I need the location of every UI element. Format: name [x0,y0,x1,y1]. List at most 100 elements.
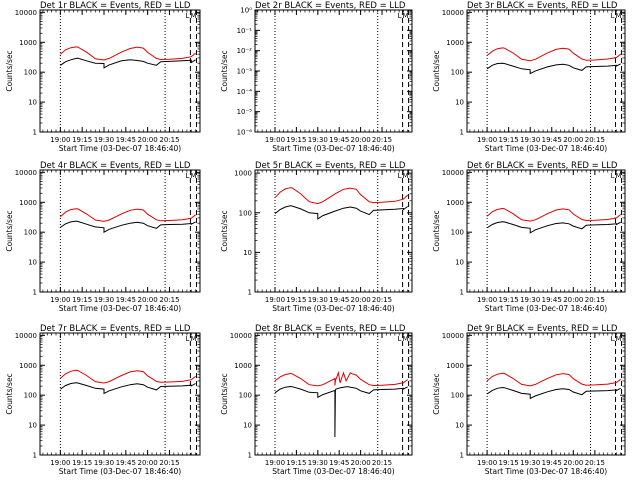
x-tick-label: 20:00 [563,136,583,144]
x-tick-label: 20:00 [351,459,371,467]
y-tick-label: 10⁻⁶ [237,129,253,137]
marker-label: L [185,172,189,180]
y-tick-label: 10⁻⁵ [237,108,253,116]
x-tick-label: 19:45 [329,459,349,467]
y-axis-label: Counts/sec [5,373,14,414]
y-tick-label: 10 [28,259,37,267]
x-tick-label: 19:45 [329,136,349,144]
y-axis-label: Counts/sec [220,210,229,251]
panel-title: Det 8r BLACK = Events, RED = LLD [255,324,406,334]
x-tick-label: 19:00 [50,136,70,144]
plot-frame [254,169,413,293]
y-tick-label: 10⁻¹ [237,27,253,35]
x-tick-label: 19:00 [477,296,497,304]
marker-label: L [611,335,615,343]
panel-title: Det 2r BLACK = Events, RED = LLD [255,1,406,11]
x-tick-label: 19:15 [286,296,306,304]
panel-title: Det 9r BLACK = Events, RED = LLD [467,324,618,334]
y-tick-label: 10 [243,249,252,257]
x-tick-label: 19:30 [520,136,540,144]
x-tick-label: 19:15 [286,459,306,467]
y-tick-label: 10000 [15,9,37,17]
y-tick-label: 100 [24,392,37,400]
x-tick-label: 19:15 [286,136,306,144]
y-tick-label: 100 [451,392,464,400]
x-axis-label: Start Time (03-Dec-07 18:46:40) [485,467,607,476]
y-tick-label: 10 [455,259,464,267]
x-tick-label: 20:00 [138,296,158,304]
x-tick-label: 20:15 [585,136,605,144]
x-tick-label: 20:15 [585,459,605,467]
panel-det-2: Det 2r BLACK = Events, RED = LLD 10⁻⁶ 10⁻⁵… [220,1,413,153]
y-tick-label: 100 [451,229,464,237]
plot-frame [466,9,626,133]
panel-title: Det 5r BLACK = Events, RED = LLD [255,161,406,171]
series-line-lld [60,369,196,384]
marker-label: L [185,12,189,20]
marker-label: M [190,335,196,343]
series-line-events [60,57,196,69]
x-axis-label: Start Time (03-Dec-07 18:46:40) [272,304,394,313]
series-line-lld [486,372,621,387]
x-axis-label: Start Time (03-Dec-07 18:46:40) [59,304,181,313]
marker-label: M [616,172,622,180]
x-tick-label: 19:45 [542,459,562,467]
x-tick-label: 20:15 [159,136,179,144]
x-tick-label: 19:15 [499,136,519,144]
panel-det-8: Det 8r BLACK = Events, RED = LLD 1 10 100 10… [220,324,413,476]
x-axis-label: Start Time (03-Dec-07 18:46:40) [272,144,394,153]
marker-label: M [190,172,196,180]
x-tick-label: 20:15 [585,296,605,304]
series-line-lld [60,46,196,61]
x-tick-label: 19:15 [72,296,92,304]
x-tick-label: 19:45 [116,459,136,467]
x-tick-label: 20:00 [351,136,371,144]
x-tick-label: 19:30 [520,459,540,467]
y-axis-label: Counts/sec [220,50,229,91]
y-tick-label: 1000 [446,362,464,370]
x-tick-label: 19:00 [265,459,285,467]
y-tick-label: 1000 [446,199,464,207]
panel-title: Det 1r BLACK = Events, RED = LLD [40,1,191,11]
y-tick-label: 10000 [230,332,252,340]
y-tick-label: 1 [460,129,464,137]
y-tick-label: 1 [460,452,464,460]
marker-label: L [398,172,402,180]
series-line-events [486,386,621,400]
plot-frame [466,169,626,293]
plot-frame [39,332,201,456]
y-tick-label: 100 [239,392,252,400]
x-axis-label: Start Time (03-Dec-07 18:46:40) [59,144,181,153]
plot-frame [466,332,626,456]
series-line-events [486,62,621,75]
series-line-events [60,220,196,234]
x-tick-label: 20:15 [372,136,392,144]
y-tick-label: 10 [243,422,252,430]
x-axis-label: Start Time (03-Dec-07 18:46:40) [485,144,607,153]
series-line-lld [486,207,622,222]
x-tick-label: 19:30 [308,136,328,144]
y-axis-label: Counts/sec [5,210,14,251]
x-tick-label: 20:15 [159,296,179,304]
marker-label: L [611,12,615,20]
panel-det-3: Det 3r BLACK = Events, RED = LLD 1 10 100 10… [432,1,626,153]
y-tick-label: 1 [248,289,252,297]
series-line-events [274,385,408,438]
plot-frame [254,332,413,456]
series-line-lld [274,370,409,387]
marker-label: M [403,335,409,343]
y-tick-label: 10000 [15,169,37,177]
x-tick-label: 19:30 [520,296,540,304]
x-tick-label: 20:00 [138,459,158,467]
x-tick-label: 19:30 [94,296,114,304]
x-axis-label: Start Time (03-Dec-07 18:46:40) [59,467,181,476]
panel-title: Det 3r BLACK = Events, RED = LLD [467,1,618,11]
x-tick-label: 19:30 [94,136,114,144]
x-tick-label: 20:00 [138,136,158,144]
x-tick-label: 19:15 [72,136,92,144]
y-tick-label: 1000 [446,39,464,47]
x-tick-label: 19:00 [50,459,70,467]
y-tick-label: 10 [28,422,37,430]
marker-label: M [190,12,196,20]
